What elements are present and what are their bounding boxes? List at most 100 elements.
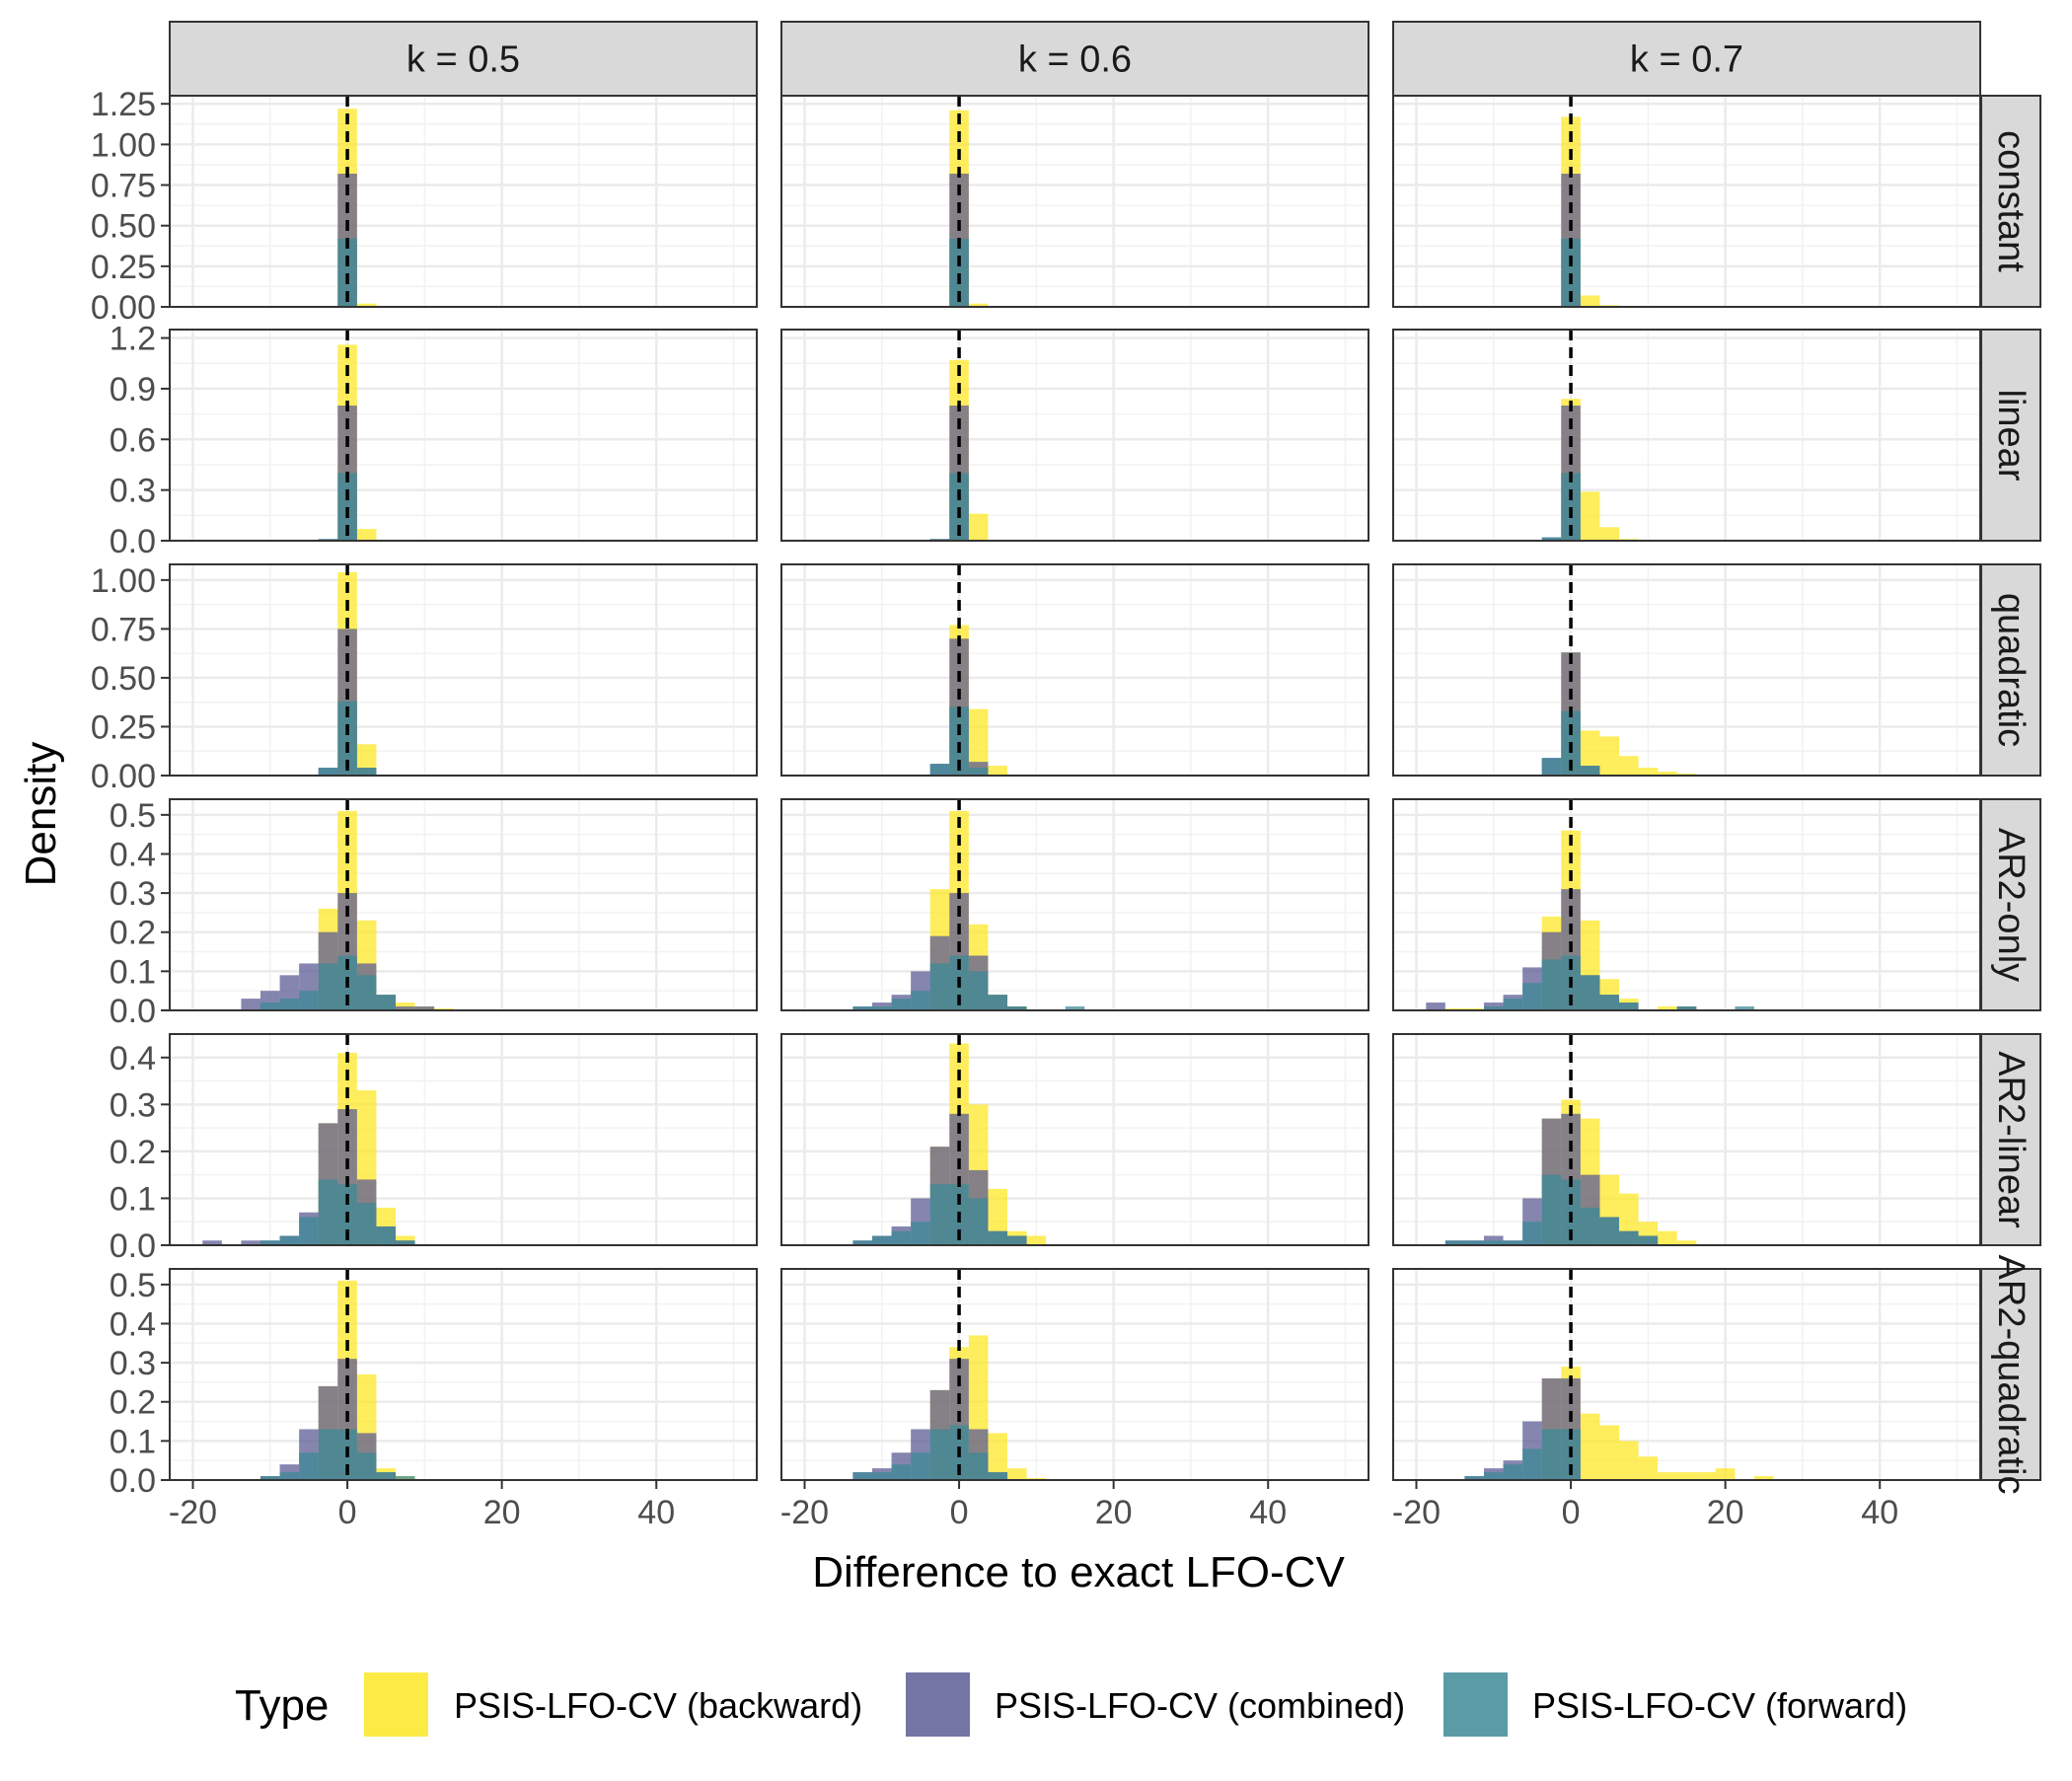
bar-forward — [259, 1476, 280, 1480]
bar-backward — [1754, 1476, 1774, 1480]
bar-forward — [318, 1179, 338, 1245]
panel-border — [169, 563, 758, 777]
y-tick-label: 0.1 — [110, 1423, 156, 1460]
panel-quadratic-k-0-7 — [1392, 563, 1981, 777]
bar-forward — [259, 1002, 280, 1010]
bar-forward — [1503, 1464, 1523, 1480]
bar-backward — [988, 766, 1007, 776]
bar-forward — [1541, 1429, 1562, 1480]
panel-background — [781, 96, 1369, 307]
bar-forward — [299, 991, 319, 1010]
panel-grid — [170, 1269, 757, 1480]
bar-combined — [414, 1006, 435, 1010]
y-tick-label: 0.4 — [110, 1305, 156, 1343]
x-tick-label: 20 — [1095, 1494, 1133, 1531]
panel-ar2-linear-k-0-6 — [780, 1033, 1369, 1246]
row-strip-label: AR2-only — [1990, 828, 2032, 982]
bar-forward — [1580, 1207, 1600, 1245]
row-strip-label: constant — [1990, 130, 2032, 272]
bar-forward — [299, 1217, 319, 1245]
y-tick-label: 0.50 — [91, 208, 156, 246]
row-strip-ar2-only — [1980, 798, 2041, 1011]
legend-label-combined: PSIS-LFO-CV (combined) — [995, 1685, 1405, 1726]
bar-forward — [1522, 983, 1542, 1010]
panel-background — [170, 96, 757, 307]
bar-backward — [1658, 1006, 1677, 1010]
bar-backward — [1580, 491, 1600, 541]
panel-background — [1393, 1269, 1980, 1480]
panel-constant-k-0-7 — [1392, 95, 1981, 308]
bar-forward — [356, 768, 377, 776]
legend-swatch-combined — [906, 1672, 970, 1737]
panel-ar2-quadratic-k-0-6 — [780, 1268, 1369, 1481]
legend-label-forward: PSIS-LFO-CV (forward) — [1532, 1685, 1907, 1726]
bar-forward — [929, 963, 950, 1010]
histogram-bars — [929, 359, 989, 541]
panel-grid — [1393, 96, 1980, 307]
column-strip-label: k = 0.5 — [407, 39, 520, 81]
panel-border — [780, 329, 1369, 542]
row-strips: constant linear quadratic AR2-only AR2-linea… — [1980, 95, 2041, 1494]
x-tick-label: -20 — [169, 1494, 217, 1531]
y-tick-label: 1.2 — [110, 321, 156, 358]
bar-backward — [1715, 1468, 1736, 1480]
panel-constant-k-0-6 — [780, 95, 1369, 308]
bar-forward — [279, 1472, 300, 1480]
y-tick-label: 0.4 — [110, 836, 156, 873]
panel-ar2-linear-k-0-7 — [1392, 1033, 1981, 1246]
bar-forward — [852, 1006, 872, 1010]
panel-linear-k-0-7 — [1392, 329, 1981, 542]
histogram-bars — [202, 1053, 415, 1245]
panel-linear-k-0-6 — [780, 329, 1369, 542]
y-tick-label: 0.2 — [110, 1134, 156, 1171]
bar-forward — [1599, 1217, 1619, 1245]
bar-forward — [1638, 1235, 1659, 1245]
panel-grid — [1393, 1034, 1980, 1245]
y-tick-label: 0.00 — [91, 289, 156, 327]
y-tick-label: 0.9 — [110, 371, 156, 408]
panel-grid — [1393, 1269, 1980, 1480]
panel-background — [781, 1034, 1369, 1245]
row-strip-linear — [1980, 329, 2041, 542]
panel-border — [169, 1033, 758, 1246]
y-tick-label: 0.4 — [110, 1040, 156, 1077]
panel-border — [169, 329, 758, 542]
bar-forward — [1561, 473, 1581, 541]
histogram-bars — [318, 344, 377, 541]
bar-forward — [1522, 1448, 1542, 1480]
bar-backward — [1618, 756, 1639, 776]
row-strip-ar2-quadratic — [1980, 1268, 2041, 1481]
bar-forward — [949, 473, 969, 541]
bar-forward — [318, 768, 338, 776]
bar-forward — [1464, 1476, 1484, 1480]
panel-background — [781, 564, 1369, 776]
panel-grid — [781, 96, 1369, 307]
histogram-bars — [852, 1335, 1047, 1480]
x-axis-title: Difference to exact LFO-CV — [812, 1548, 1345, 1596]
y-tick-label: 0.3 — [110, 473, 156, 510]
y-tick-label: 0.75 — [91, 611, 156, 648]
histogram-bars — [1464, 1367, 1774, 1480]
y-tick-label: 1.25 — [91, 86, 156, 123]
y-tick-label: 0.75 — [91, 168, 156, 205]
y-tick-label: 0.00 — [91, 758, 156, 795]
bar-backward — [1696, 1472, 1716, 1480]
panel-background — [1393, 564, 1980, 776]
bar-backward — [1638, 768, 1659, 776]
panel-border — [169, 1268, 758, 1481]
legend-swatch-forward — [1443, 1672, 1508, 1737]
y-tick-label: 0.0 — [110, 1227, 156, 1265]
histogram-bars — [1426, 830, 1755, 1010]
y-tick-label: 0.5 — [110, 797, 156, 835]
bar-forward — [1006, 1006, 1027, 1010]
legend: Type PSIS-LFO-CV (backward) PSIS-LFO-CV … — [235, 1672, 1907, 1737]
panel-grid — [170, 96, 757, 307]
panel-background — [170, 1269, 757, 1480]
panel-ar2-only-k-0-6 — [780, 798, 1369, 1011]
bar-backward — [356, 529, 377, 541]
bar-forward — [356, 975, 377, 1010]
x-tick-label: 40 — [637, 1494, 675, 1531]
bar-forward — [279, 1235, 300, 1245]
panel-grid — [781, 799, 1369, 1010]
